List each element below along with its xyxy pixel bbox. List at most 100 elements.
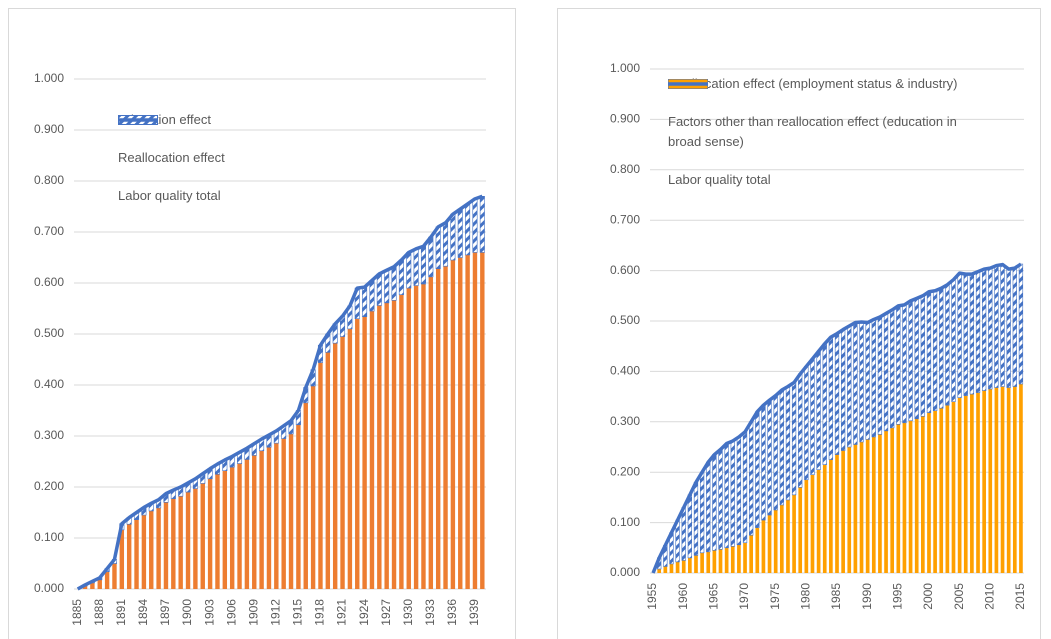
y-tick-label: 0.800 [34, 173, 64, 187]
bar [421, 284, 426, 589]
bar [318, 362, 323, 589]
bar [994, 387, 999, 573]
bar [141, 515, 147, 589]
bar [951, 401, 956, 573]
x-tick-label: 1909 [246, 599, 260, 626]
bar [413, 285, 419, 589]
bar [871, 436, 876, 573]
bar [347, 328, 353, 589]
bar [377, 305, 382, 589]
bar [465, 203, 471, 256]
x-tick-label: 1930 [401, 599, 415, 626]
bar [773, 395, 778, 511]
bar [207, 478, 213, 589]
bar [435, 226, 441, 270]
y-tick-label: 0.500 [34, 326, 64, 340]
bar [945, 284, 950, 406]
bar [712, 550, 717, 573]
y-tick-label: 0.400 [610, 364, 640, 378]
bar [688, 557, 692, 573]
y-tick-label: 0.300 [34, 428, 64, 442]
bar [303, 402, 308, 589]
bar [252, 455, 257, 589]
legend-label: Factors other than reallocation effect (… [668, 114, 957, 149]
bar [718, 449, 723, 550]
bar [761, 404, 766, 521]
bar [480, 252, 485, 589]
bar [896, 305, 901, 425]
bar [730, 546, 735, 573]
bar [939, 287, 944, 409]
bar [914, 418, 919, 573]
bar [804, 366, 809, 481]
bar [355, 318, 360, 589]
bar [779, 504, 784, 573]
bar [362, 316, 367, 589]
bar [222, 470, 228, 589]
bar [406, 288, 411, 589]
bar [871, 319, 876, 438]
legend-swatch [118, 118, 158, 122]
bar [963, 273, 968, 396]
x-tick-label: 1985 [829, 583, 843, 610]
bar [428, 276, 434, 589]
bar [369, 280, 375, 312]
bar [914, 298, 919, 420]
panel-frame [8, 8, 516, 639]
legend-item: Education effect [118, 110, 448, 130]
bar [163, 502, 169, 589]
bar [465, 254, 470, 589]
line [651, 262, 1022, 574]
y-tick-label: 0.000 [610, 565, 640, 579]
bar [340, 336, 345, 589]
bar [853, 322, 858, 445]
bar [178, 496, 183, 589]
bar [945, 405, 950, 573]
bar [1019, 384, 1023, 573]
x-tick-label: 1960 [676, 583, 690, 610]
bar [362, 286, 368, 317]
bar [834, 333, 840, 455]
x-tick-label: 1900 [180, 599, 194, 626]
bar [479, 196, 485, 253]
bar [296, 424, 301, 589]
bar [810, 358, 815, 476]
bar [835, 454, 839, 573]
bar [902, 304, 907, 424]
bar [890, 427, 895, 573]
y-tick-label: 0.200 [34, 479, 64, 493]
bar [932, 290, 938, 412]
x-tick-label: 1970 [737, 583, 751, 610]
bar [420, 245, 426, 285]
bar [939, 408, 944, 573]
y-tick-label: 0.700 [34, 224, 64, 238]
bar [694, 555, 698, 573]
x-tick-label: 1965 [707, 583, 721, 610]
bar [779, 389, 784, 506]
bar [982, 268, 987, 391]
bar [185, 492, 191, 589]
x-tick-label: 1885 [70, 599, 84, 626]
bar [398, 259, 404, 296]
legend: Education effect Reallocation effect Labor… [118, 110, 448, 206]
x-tick-label: 1980 [799, 583, 813, 610]
bar [798, 487, 803, 573]
bar [712, 454, 717, 551]
bar [229, 467, 235, 589]
bar [1000, 264, 1005, 387]
bar [878, 434, 882, 573]
bar [443, 266, 448, 589]
bar [384, 302, 389, 589]
bar [472, 252, 478, 589]
bar [884, 430, 888, 573]
bar [215, 474, 220, 589]
legend-swatch [668, 82, 708, 86]
bar [119, 529, 125, 589]
bar [847, 325, 852, 448]
y-tick-label: 0.200 [610, 464, 640, 478]
x-tick-label: 1891 [114, 599, 128, 626]
bar [933, 410, 937, 573]
x-tick-label: 1921 [335, 599, 349, 626]
bar [693, 481, 699, 556]
bar [920, 295, 925, 417]
